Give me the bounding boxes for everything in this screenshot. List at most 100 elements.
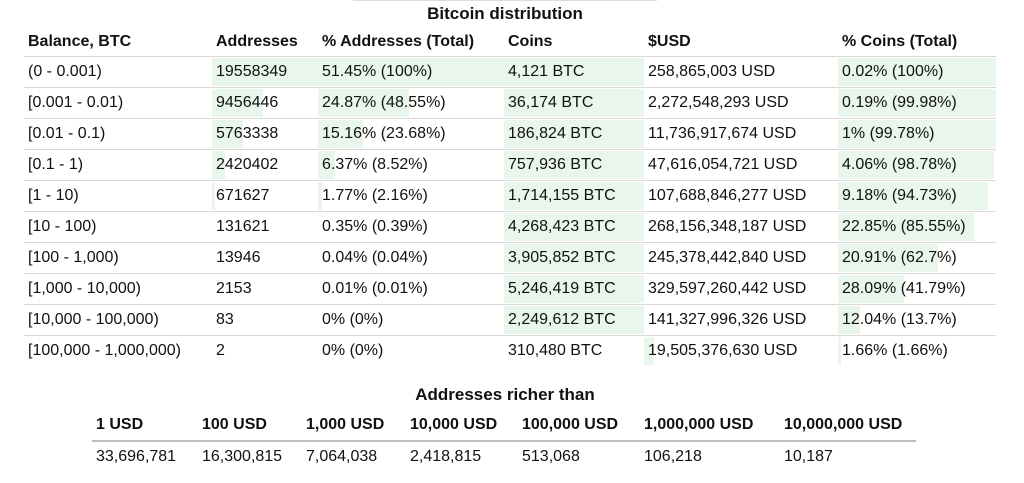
fill-bar [318,182,322,210]
cell-usd: 107,688,846,277 USD [644,180,838,212]
cell-coins-text: 186,824 BTC [508,125,603,142]
header-balance: Balance, BTC [24,28,212,57]
table-row: [1,000 - 10,000) 2153 0.01% (0.01%) 5,246,4… [24,273,996,305]
cell-usd: 141,327,996,326 USD [644,304,838,336]
cell-addresses: 2420402 [212,149,318,181]
cell-usd-text: 107,688,846,277 USD [648,187,807,204]
cell-addresses: 5763338 [212,118,318,150]
cell-coins: 4,268,423 BTC [504,211,644,243]
cell-coins: 36,174 BTC [504,87,644,119]
cell-addresses: 131621 [212,211,318,243]
cell-coins-text: 3,905,852 BTC [508,249,616,266]
fill-bar [504,58,644,86]
header-addresses: Addresses [212,28,318,57]
richer-value: 33,696,781 [96,448,177,465]
fill-bar [212,89,263,117]
cell-pct-coins: 0.19% (99.98%) [838,87,996,119]
cell-balance: [1,000 - 10,000) [24,273,212,305]
cell-pct-coins-text: 4.06% (98.78%) [842,156,957,173]
cell-coins: 1,714,155 BTC [504,180,644,212]
table-row: [1 - 10) 671627 1.77% (2.16%) 1,714,155 BTC… [24,180,996,212]
cell-pct-coins: 9.18% (94.73%) [838,180,996,212]
cell-pct-coins-text: 9.18% (94.73%) [842,187,957,204]
cell-pct-addresses: 0% (0%) [318,304,504,336]
header-row: Balance, BTC Addresses % Addresses (Tota… [24,28,996,57]
cell-pct-coins: 22.85% (85.55%) [838,211,996,243]
cell-coins: 2,249,612 BTC [504,304,644,336]
table-row: [10,000 - 100,000) 83 0% (0%) 2,249,612 BTC… [24,304,996,336]
cell-usd: 47,616,054,721 USD [644,149,838,181]
richer-value: 2,418,815 [410,448,482,465]
cell-balance-text: [10,000 - 100,000) [28,311,159,328]
fill-bar [838,182,989,210]
cell-pct-coins: 12.04% (13.7%) [838,304,996,336]
cell-pct-addresses: 1.77% (2.16%) [318,180,504,212]
table-row: [0.01 - 0.1) 5763338 15.16% (23.68%) 186,82… [24,118,996,150]
cell-coins: 310,480 BTC [504,336,644,367]
header-coins: Coins [504,28,644,57]
fill-bar [504,151,644,179]
cell-pct-coins-text: 0.02% (100%) [842,63,944,80]
fill-bar [838,306,861,334]
fill-bar [504,182,644,210]
richer-header-row: 1 USD 100 USD 1,000 USD 10,000 USD 100,0… [92,410,916,442]
cell-usd-text: 19,505,376,630 USD [648,342,798,359]
cell-usd-text: 329,597,260,442 USD [648,280,807,297]
cell-addresses-text: 671627 [216,187,270,204]
cell-pct-addresses-text: 24.87% (48.55%) [322,94,446,111]
cell-balance-text: [0.001 - 0.01) [28,94,124,111]
cell-usd: 19,505,376,630 USD [644,336,838,367]
cell-addresses: 13946 [212,242,318,274]
cell-pct-addresses-text: 0.35% (0.39%) [322,218,428,235]
cell-balance: [1 - 10) [24,180,212,212]
fill-bar [504,213,644,241]
cell-balance-text: [1,000 - 10,000) [28,280,141,297]
cell-addresses: 83 [212,304,318,336]
richer-than-title: Addresses richer than [415,385,595,404]
cell-pct-addresses: 15.16% (23.68%) [318,118,504,150]
cell-usd-text: 258,865,003 USD [648,63,776,80]
cell-balance: [100 - 1,000) [24,242,212,274]
cell-pct-addresses: 0.35% (0.39%) [318,211,504,243]
table-row: [0.1 - 1) 2420402 6.37% (8.52%) 757,936 BTC… [24,149,996,181]
fill-bar [318,151,335,179]
cell-addresses-text: 19558349 [216,63,288,80]
fill-bar [212,182,216,210]
cell-balance: [10 - 100) [24,211,212,243]
richer-value: 513,068 [522,448,580,465]
cell-usd-text: 245,378,442,840 USD [648,249,807,266]
distribution-table: Balance, BTC Addresses % Addresses (Tota… [24,28,996,366]
cell-pct-addresses-text: 0.04% (0.04%) [322,249,428,266]
cell-coins-text: 2,249,612 BTC [508,311,616,328]
cell-balance: [10,000 - 100,000) [24,304,212,336]
header-pct-addresses: % Addresses (Total) [318,28,504,57]
cell-balance: [0.01 - 0.1) [24,118,212,150]
cell-balance-text: [0.1 - 1) [28,156,84,173]
fill-bar [644,337,654,365]
cell-pct-coins: 28.09% (41.79%) [838,273,996,305]
fill-bar [838,275,905,303]
fill-bar [838,58,996,86]
cell-pct-coins-text: 22.85% (85.55%) [842,218,966,235]
richer-header: 100 USD [198,410,302,442]
table-row: (0 - 0.001) 19558349 51.45% (100%) 4,121 BT… [24,56,996,88]
fill-bar [504,244,644,272]
fill-bar [838,337,842,365]
cell-addresses-text: 2420402 [216,156,279,173]
fill-bar [212,120,243,148]
cell-coins-text: 757,936 BTC [508,156,603,173]
cell-usd-text: 47,616,054,721 USD [648,156,798,173]
cell-pct-coins-text: 20.91% (62.7%) [842,249,957,266]
fill-bar [504,306,644,334]
cell-addresses-text: 131621 [216,218,270,235]
cell-balance-text: [100 - 1,000) [28,249,119,266]
cell-pct-addresses: 0.01% (0.01%) [318,273,504,305]
cell-addresses-text: 2 [216,342,225,359]
cell-usd-text: 268,156,348,187 USD [648,218,807,235]
cell-pct-addresses: 24.87% (48.55%) [318,87,504,119]
fill-bar [212,58,318,86]
cell-pct-coins: 4.06% (98.78%) [838,149,996,181]
richer-header: 1 USD [92,410,198,442]
cell-coins-text: 1,714,155 BTC [508,187,616,204]
richer-header: 1,000,000 USD [640,410,780,442]
